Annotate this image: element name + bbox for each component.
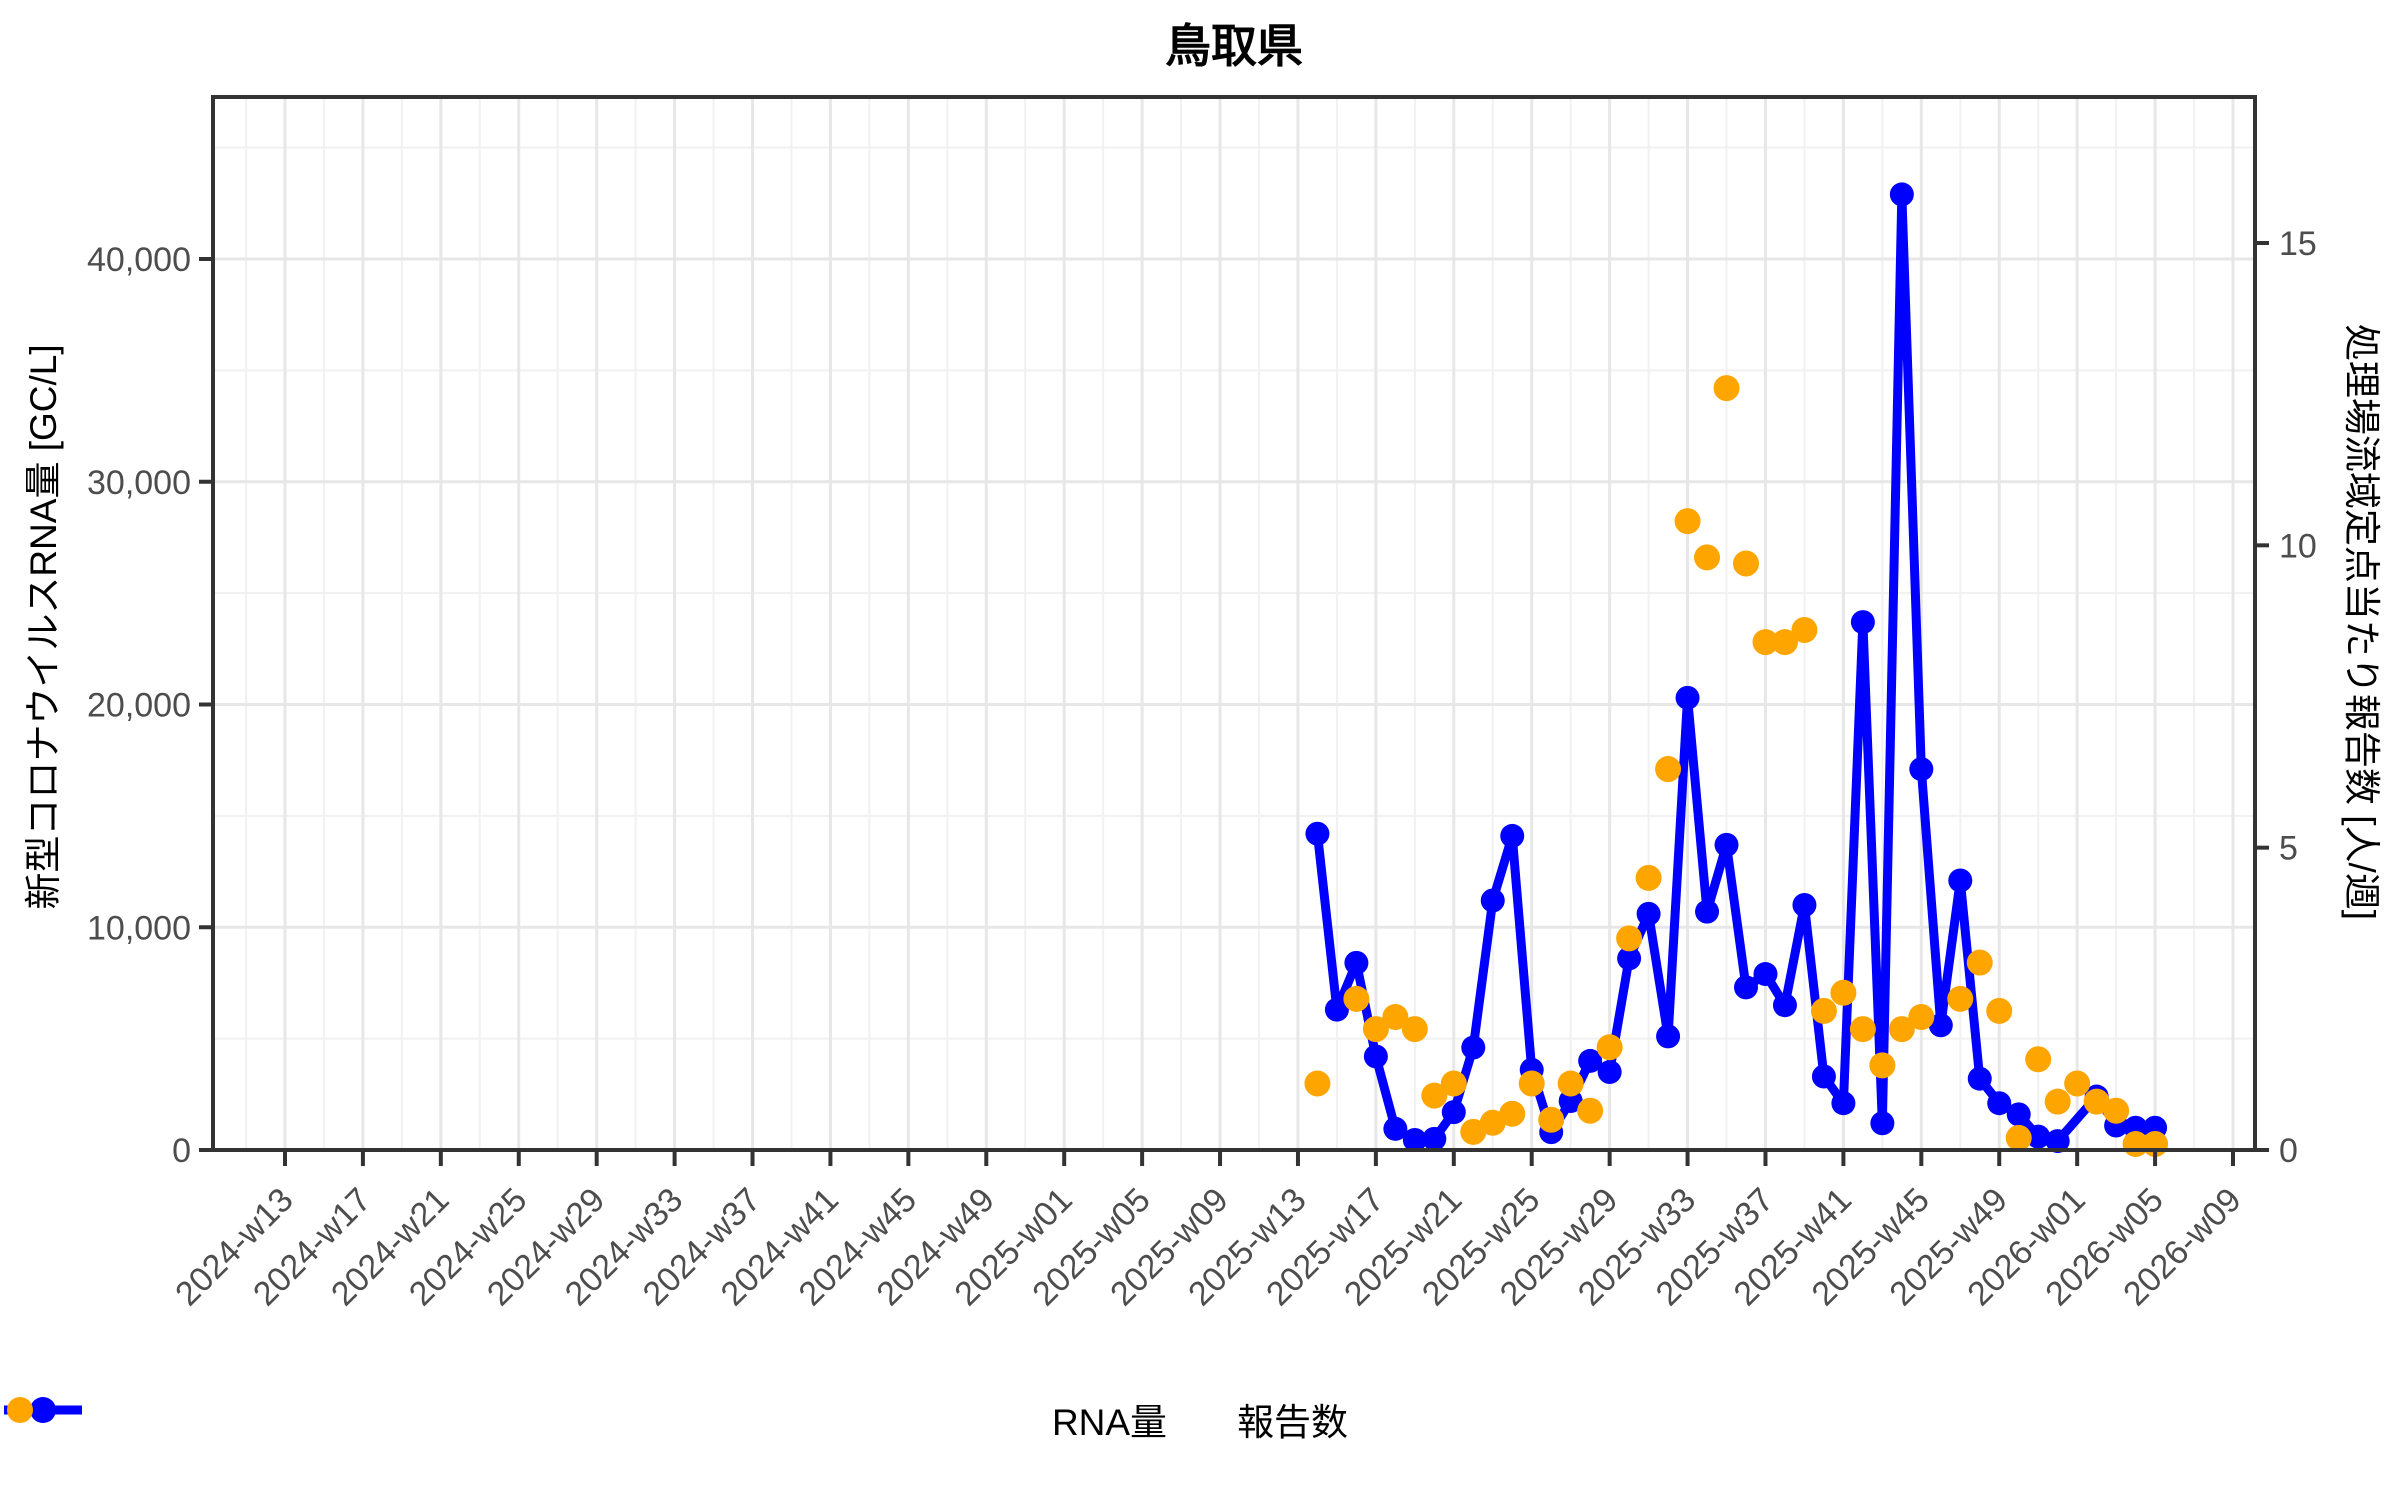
y-left-tick-label: 10,000 <box>87 909 191 947</box>
rna-point <box>1305 821 1330 846</box>
report-point <box>1713 375 1740 402</box>
report-point <box>1557 1070 1584 1097</box>
rna-point <box>1695 899 1720 924</box>
y-right-tick-label: 0 <box>2279 1132 2298 1170</box>
report-point <box>1479 1109 1506 1136</box>
report-point <box>1908 1003 1935 1030</box>
rna-point <box>1597 1060 1622 1085</box>
legend-label-rna: RNA量 <box>1051 1402 1168 1443</box>
report-point <box>1343 985 1370 1012</box>
report-point <box>1655 756 1682 783</box>
report-point <box>1771 629 1798 656</box>
chart-title: 鳥取県 <box>1165 20 1303 72</box>
rna-point <box>1753 962 1778 987</box>
rna-point <box>2006 1102 2031 1127</box>
legend-item-reports: 報告数 <box>7 1392 1349 1446</box>
rna-point <box>1967 1066 1992 1091</box>
report-point <box>1966 949 1993 976</box>
report-point <box>2044 1088 2071 1115</box>
report-point <box>1986 997 2013 1024</box>
y-left-tick-label: 40,000 <box>87 241 191 279</box>
report-point <box>1733 550 1759 577</box>
report-point <box>1869 1052 1896 1079</box>
reports-dot-swatch-icon <box>7 1397 33 1423</box>
rna-point <box>1383 1116 1408 1141</box>
rna-point <box>1441 1100 1466 1125</box>
y-right-tick-label: 10 <box>2279 527 2317 565</box>
report-point <box>1401 1016 1428 1043</box>
report-point <box>2064 1070 2091 1097</box>
report-point <box>1362 1016 1389 1043</box>
report-point <box>2103 1097 2130 1124</box>
report-point <box>1616 925 1643 952</box>
rna-point <box>1909 757 1934 782</box>
rna-point <box>1792 892 1817 917</box>
rna-point <box>1324 997 1349 1022</box>
report-point <box>2005 1124 2032 1151</box>
rna-point <box>1344 950 1369 975</box>
report-point <box>1518 1070 1545 1097</box>
rna-point <box>1889 182 1914 207</box>
report-point <box>2083 1088 2110 1115</box>
rna-point <box>1772 993 1797 1018</box>
grid-major <box>213 97 2255 1150</box>
y-right-tick-label: 5 <box>2279 830 2298 868</box>
rna-point <box>1948 868 1973 893</box>
report-point <box>1752 629 1779 656</box>
report-point <box>1440 1070 1467 1097</box>
report-point <box>1810 997 1837 1024</box>
rna-point <box>1811 1064 1836 1089</box>
rna-point <box>2045 1129 2070 1154</box>
report-point <box>1694 544 1721 571</box>
rna-point <box>1422 1126 1447 1151</box>
report-point <box>1382 1003 1409 1030</box>
report-point <box>1849 1016 1876 1043</box>
report-point <box>2025 1046 2052 1073</box>
rna-point <box>1734 975 1758 1000</box>
series-reports-dots <box>1304 375 2169 1157</box>
rna-point <box>1480 888 1505 913</box>
series-rna-line <box>1305 182 2168 1154</box>
rna-point <box>1987 1091 2012 1116</box>
legend-item-rna: RNA量 <box>4 1392 1168 1446</box>
y-left-tick-label: 0 <box>172 1132 191 1170</box>
report-point <box>1888 1016 1915 1043</box>
report-point <box>1538 1106 1565 1133</box>
rna-point <box>2026 1124 2051 1149</box>
rna-point <box>1636 901 1661 926</box>
report-point <box>1830 979 1857 1006</box>
report-point <box>1596 1034 1623 1061</box>
rna-point <box>1402 1127 1427 1152</box>
rna-point <box>1363 1044 1388 1069</box>
rna-point <box>1656 1024 1681 1049</box>
report-point <box>1635 864 1662 891</box>
y-left-tick-label: 20,000 <box>87 687 191 725</box>
y-left-tick-label: 30,000 <box>87 464 191 502</box>
rna-point <box>1870 1111 1895 1136</box>
rna-point <box>1578 1048 1603 1073</box>
report-point <box>1499 1100 1526 1127</box>
rna-point <box>1928 1013 1953 1038</box>
y-right-tick-label: 15 <box>2279 225 2317 263</box>
rna-point <box>1831 1091 1856 1116</box>
report-point <box>1577 1097 1604 1124</box>
rna-point <box>1714 832 1739 857</box>
report-point <box>1947 985 1974 1012</box>
rna-point <box>1617 946 1642 971</box>
report-point <box>1791 616 1818 643</box>
rna-point <box>1500 823 1525 848</box>
rna-point <box>1850 610 1875 635</box>
report-point <box>1421 1082 1448 1109</box>
report-point <box>1304 1070 1331 1097</box>
report-point <box>1674 508 1701 535</box>
legend: RNA量 報告数 <box>0 1392 2400 1446</box>
rna-point <box>1461 1035 1486 1060</box>
report-point <box>1460 1118 1487 1145</box>
rna-line <box>1312 189 2156 1146</box>
rna-point <box>1675 685 1700 710</box>
legend-label-reports: 報告数 <box>1237 1402 1349 1443</box>
